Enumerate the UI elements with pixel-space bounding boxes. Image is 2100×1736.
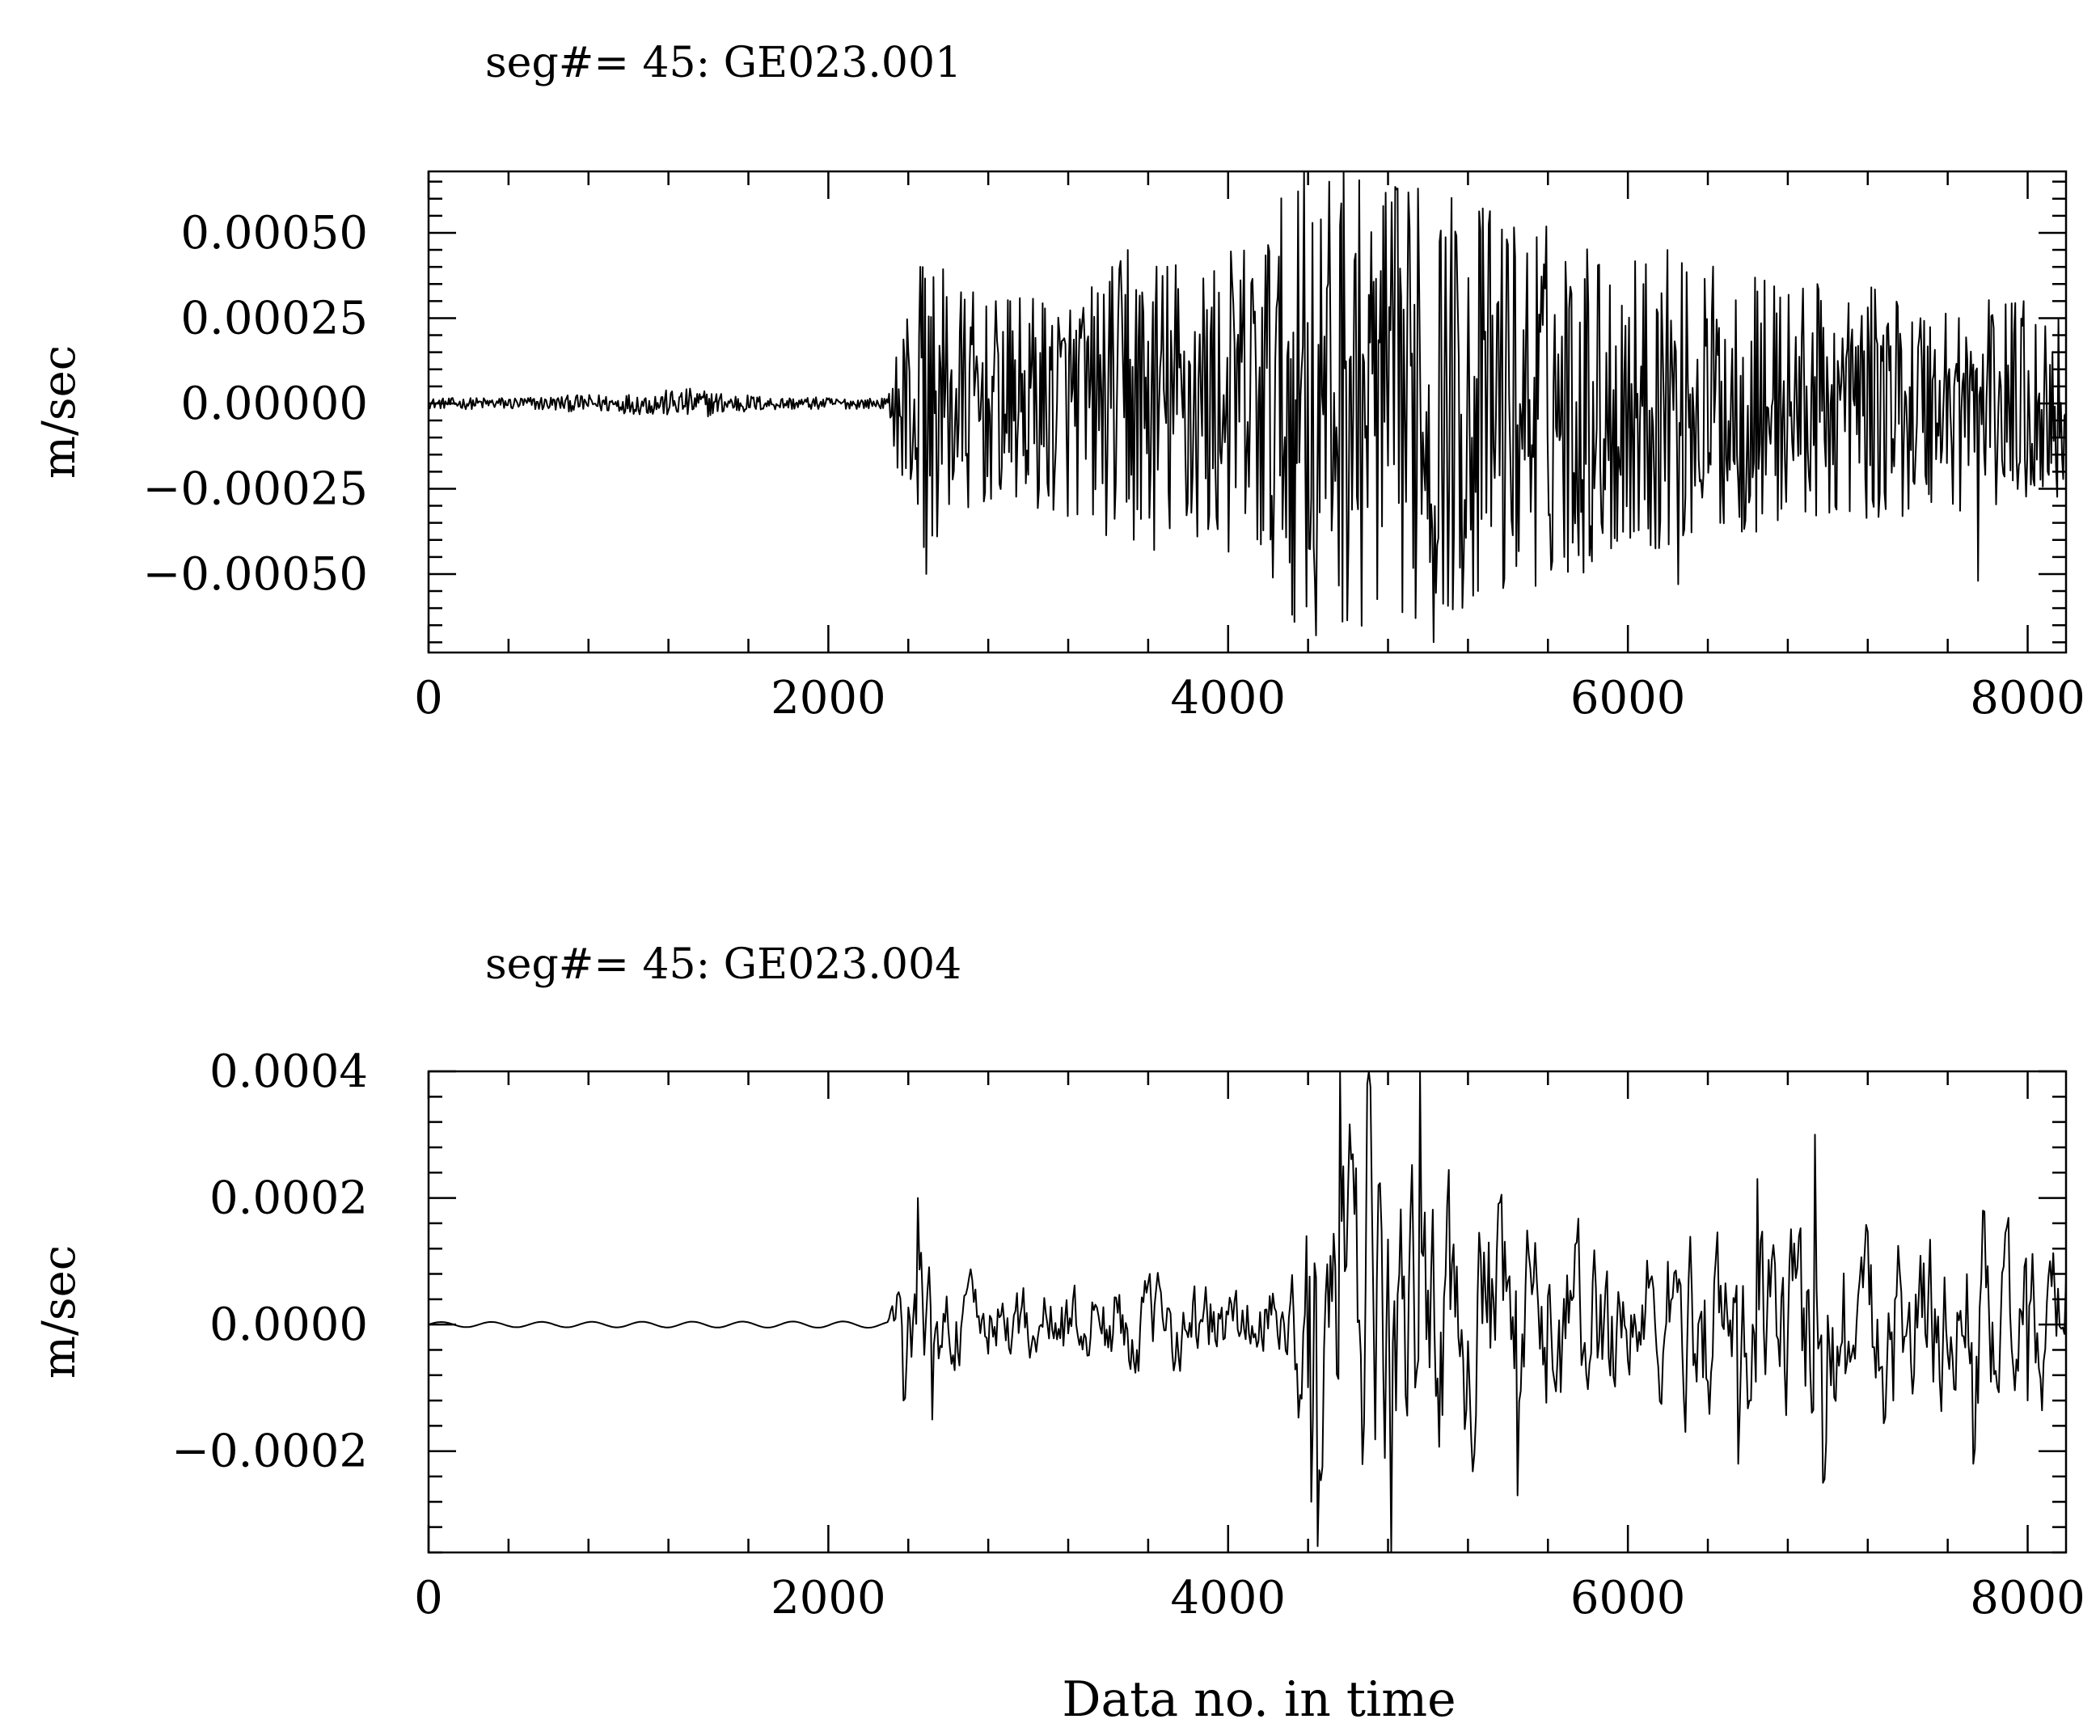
y-tick-label: 0.00050	[180, 207, 368, 260]
tick-labels-bottom: 0 2000 4000 6000 8000 0.0004 0.0002 0.0000 −0.00…	[171, 1045, 2085, 1624]
y-tick-label: −0.00050	[143, 548, 369, 601]
y-tick-label: 0.0004	[209, 1045, 368, 1098]
axis-ticks-bottom	[427, 1070, 2066, 1554]
x-tick-label: 8000	[1970, 1572, 2085, 1624]
plot-frame-bottom	[427, 1070, 2068, 1554]
x-tick-label: 2000	[771, 672, 886, 724]
x-tick-label: 6000	[1570, 1572, 1686, 1624]
x-tick-label: 8000	[1970, 672, 2085, 724]
plot-frame-top	[427, 170, 2068, 654]
y-tick-label: 0.0002	[209, 1172, 368, 1225]
x-tick-label: 0	[414, 672, 443, 724]
tick-labels-top: 0 2000 4000 6000 8000 0.00050 0.00025 0.00000 −0…	[143, 207, 2085, 724]
x-axis-label: Data no. in time	[1062, 1671, 1456, 1728]
y-tick-label: 0.0000	[209, 1299, 368, 1351]
chart-bottom: seg#= 45: GE023.004 m/sec 0 2000 4000 6000 8…	[33, 940, 2085, 1728]
x-tick-label: 4000	[1171, 672, 1287, 724]
x-tick-label: 4000	[1171, 1572, 1287, 1624]
x-tick-label: 6000	[1570, 672, 1686, 724]
chart-title-top: seg#= 45: GE023.001	[485, 39, 961, 87]
series-trace-top	[428, 171, 2067, 644]
chart-top: seg#= 45: GE023.001 m/sec 0 2000 4000 6000 8…	[33, 39, 2085, 724]
y-tick-label: −0.00025	[143, 463, 369, 515]
y-tick-label: −0.0002	[171, 1426, 368, 1478]
y-axis-label-top: m/sec	[33, 345, 86, 479]
chart-title-bottom: seg#= 45: GE023.004	[485, 940, 961, 989]
series-trace-bottom	[428, 1071, 2067, 1553]
x-tick-label: 2000	[771, 1572, 886, 1624]
y-tick-label: 0.00000	[180, 378, 368, 430]
axis-ticks-top	[427, 171, 2066, 653]
x-tick-label: 0	[414, 1572, 443, 1624]
y-axis-label-bottom: m/sec	[33, 1245, 86, 1379]
y-tick-label: 0.00025	[180, 292, 368, 344]
